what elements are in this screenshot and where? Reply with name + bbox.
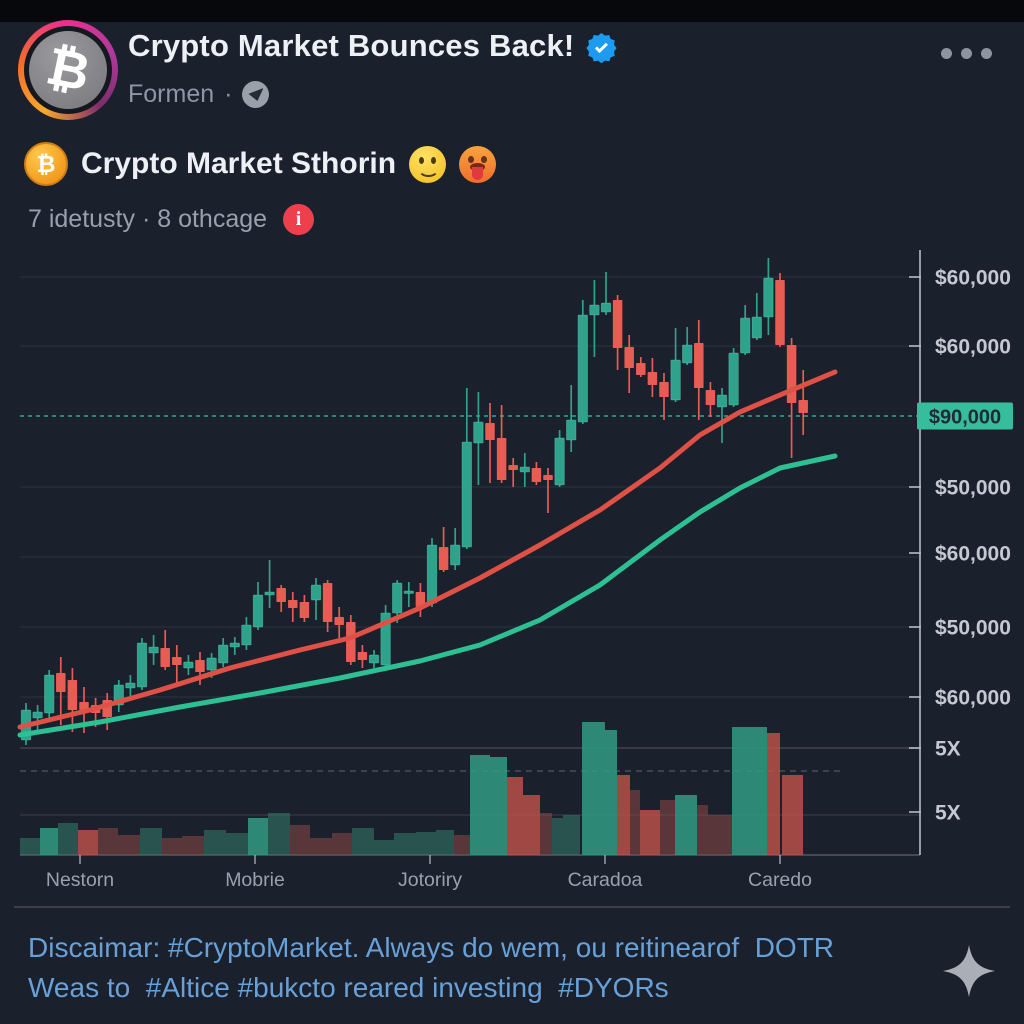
- svg-text:$50,000: $50,000: [935, 477, 1011, 500]
- svg-text:$60,000: $60,000: [935, 267, 1011, 290]
- disclaimer-line2: Weas to #Altice #bukcto reared investing…: [28, 972, 669, 1003]
- post-stats: 7 idetusty · 8 othcage: [28, 205, 268, 233]
- tongue-face-emoji: [459, 145, 497, 183]
- svg-text:$90,000: $90,000: [929, 407, 1001, 429]
- svg-text:$60,000: $60,000: [935, 336, 1011, 359]
- svg-text:5X: 5X: [935, 802, 961, 825]
- svg-text:$60,000: $60,000: [935, 687, 1011, 710]
- bitcoin-coin-emoji: ₿: [24, 142, 68, 186]
- verified-badge-icon: [586, 32, 618, 63]
- sparkle-icon[interactable]: [940, 942, 998, 1000]
- info-icon[interactable]: i: [283, 204, 315, 235]
- svg-text:Mobrie: Mobrie: [225, 869, 285, 891]
- svg-text:Nestorn: Nestorn: [46, 869, 114, 891]
- bitcoin-logo: ₿: [29, 31, 107, 109]
- more-options-button[interactable]: [941, 48, 992, 59]
- svg-text:5X: 5X: [935, 738, 961, 761]
- history-icon: [242, 81, 270, 108]
- dot-icon: [981, 48, 992, 59]
- disclaimer-line1: Discaimar: #CryptoMarket. Always do wem,…: [28, 932, 835, 963]
- divider: [14, 906, 1010, 908]
- disclaimer-text: Discaimar: #CryptoMarket. Always do wem,…: [28, 928, 918, 1008]
- author-name[interactable]: Formen: [128, 80, 215, 108]
- svg-text:Caradoa: Caradoa: [568, 869, 643, 891]
- separator-dot: ·: [224, 80, 233, 108]
- smiley-emoji: [409, 145, 447, 183]
- dot-icon: [961, 48, 972, 59]
- svg-text:Jotoriry: Jotoriry: [398, 869, 462, 891]
- dot-icon: [941, 48, 952, 59]
- avatar-ring-gap: ₿: [24, 26, 112, 114]
- svg-text:$50,000: $50,000: [935, 617, 1011, 640]
- svg-text:Caredo: Caredo: [748, 869, 812, 891]
- top-black-bar: [0, 0, 1024, 22]
- post-headline: Crypto Market Sthorin: [81, 147, 397, 180]
- post-title: Crypto Market Bounces Back!: [128, 28, 575, 63]
- svg-text:$60,000: $60,000: [935, 543, 1011, 566]
- avatar[interactable]: ₿: [18, 20, 118, 120]
